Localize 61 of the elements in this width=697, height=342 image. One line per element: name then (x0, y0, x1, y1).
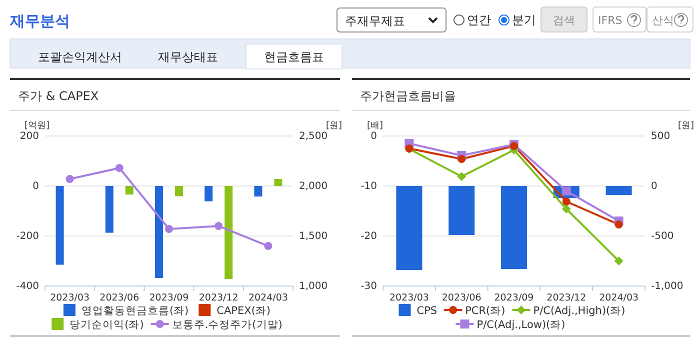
y-tick-label: -200 (16, 231, 39, 242)
x-tick-label: 2024/03 (248, 292, 288, 304)
text: 연간 (467, 13, 491, 27)
point (115, 164, 124, 172)
legend-label: CPS (416, 305, 438, 317)
text: 주재무제표 (345, 14, 405, 28)
point (165, 225, 173, 233)
y-tick-label: 0 (370, 131, 377, 142)
x-tick-label: 2023/03 (50, 292, 90, 304)
legend-label: PCR(좌) (465, 305, 506, 317)
y-tick-label: -20 (360, 231, 377, 242)
x-tick-label: 2023/09 (494, 292, 534, 304)
x-tick-label: 2023/12 (198, 292, 238, 304)
legend-label: CAPEX(좌) (216, 305, 271, 317)
text: 재무분석 (9, 12, 70, 30)
text: 산식 (652, 14, 674, 27)
y2-tick-label: -1,000 (651, 281, 684, 292)
y2-tick-label: 2,000 (299, 181, 328, 192)
x-tick-label: 2023/06 (442, 292, 482, 304)
text: IFRS (598, 14, 622, 27)
legend-label: 보통주.수정주가(기말) (172, 319, 282, 331)
point (562, 198, 570, 206)
y-tick-label: -10 (360, 181, 377, 192)
x-tick-label: 2023/06 (100, 292, 140, 304)
x-tick-label: 2024/03 (599, 292, 639, 304)
text: 포괄손익계산서 (38, 50, 122, 64)
point (562, 204, 571, 214)
y-tick-label: 0 (32, 181, 39, 192)
chart-title: 주가 & CAPEX (18, 89, 99, 103)
point (614, 220, 623, 228)
x-tick-label: 2023/09 (149, 292, 189, 304)
y2-axis-title: [원] (678, 121, 694, 131)
y2-tick-label: 2,500 (299, 131, 328, 142)
y2-tick-label: 1,500 (299, 231, 328, 242)
y-axis-title: [억원] (24, 121, 50, 131)
point (66, 175, 74, 183)
text: 검색 (553, 14, 575, 27)
y-tick-label: 200 (20, 131, 39, 142)
y-tick-label: -400 (16, 281, 39, 292)
x-tick-label: 2023/12 (546, 292, 586, 304)
y-axis-title: [배] (366, 121, 384, 131)
text: 분기 (512, 13, 536, 27)
text: 현금흐름표 (264, 50, 324, 64)
point (457, 172, 466, 181)
legend-label: P/C(Adj.,Low)(좌) (476, 319, 566, 331)
y-tick-label: -30 (360, 281, 377, 292)
y2-tick-label: 1,000 (299, 281, 328, 292)
legend-label: 영업활동현금흐름(좌) (81, 305, 189, 317)
y2-axis-title: [원] (326, 121, 342, 131)
point (614, 256, 624, 266)
text: 재무상태표 (158, 50, 218, 64)
point (458, 155, 466, 163)
chart-title: 주가현금흐름비율 (360, 89, 456, 103)
y2-tick-label: -500 (651, 231, 674, 242)
legend-label: 당기순이익(좌) (70, 319, 144, 331)
point (214, 222, 223, 230)
y2-tick-label: 0 (651, 181, 658, 192)
y2-tick-label: 500 (651, 131, 670, 142)
point (264, 242, 272, 250)
x-tick-label: 2023/03 (389, 292, 429, 304)
legend-label: P/C(Adj.,High)(좌) (533, 305, 626, 317)
